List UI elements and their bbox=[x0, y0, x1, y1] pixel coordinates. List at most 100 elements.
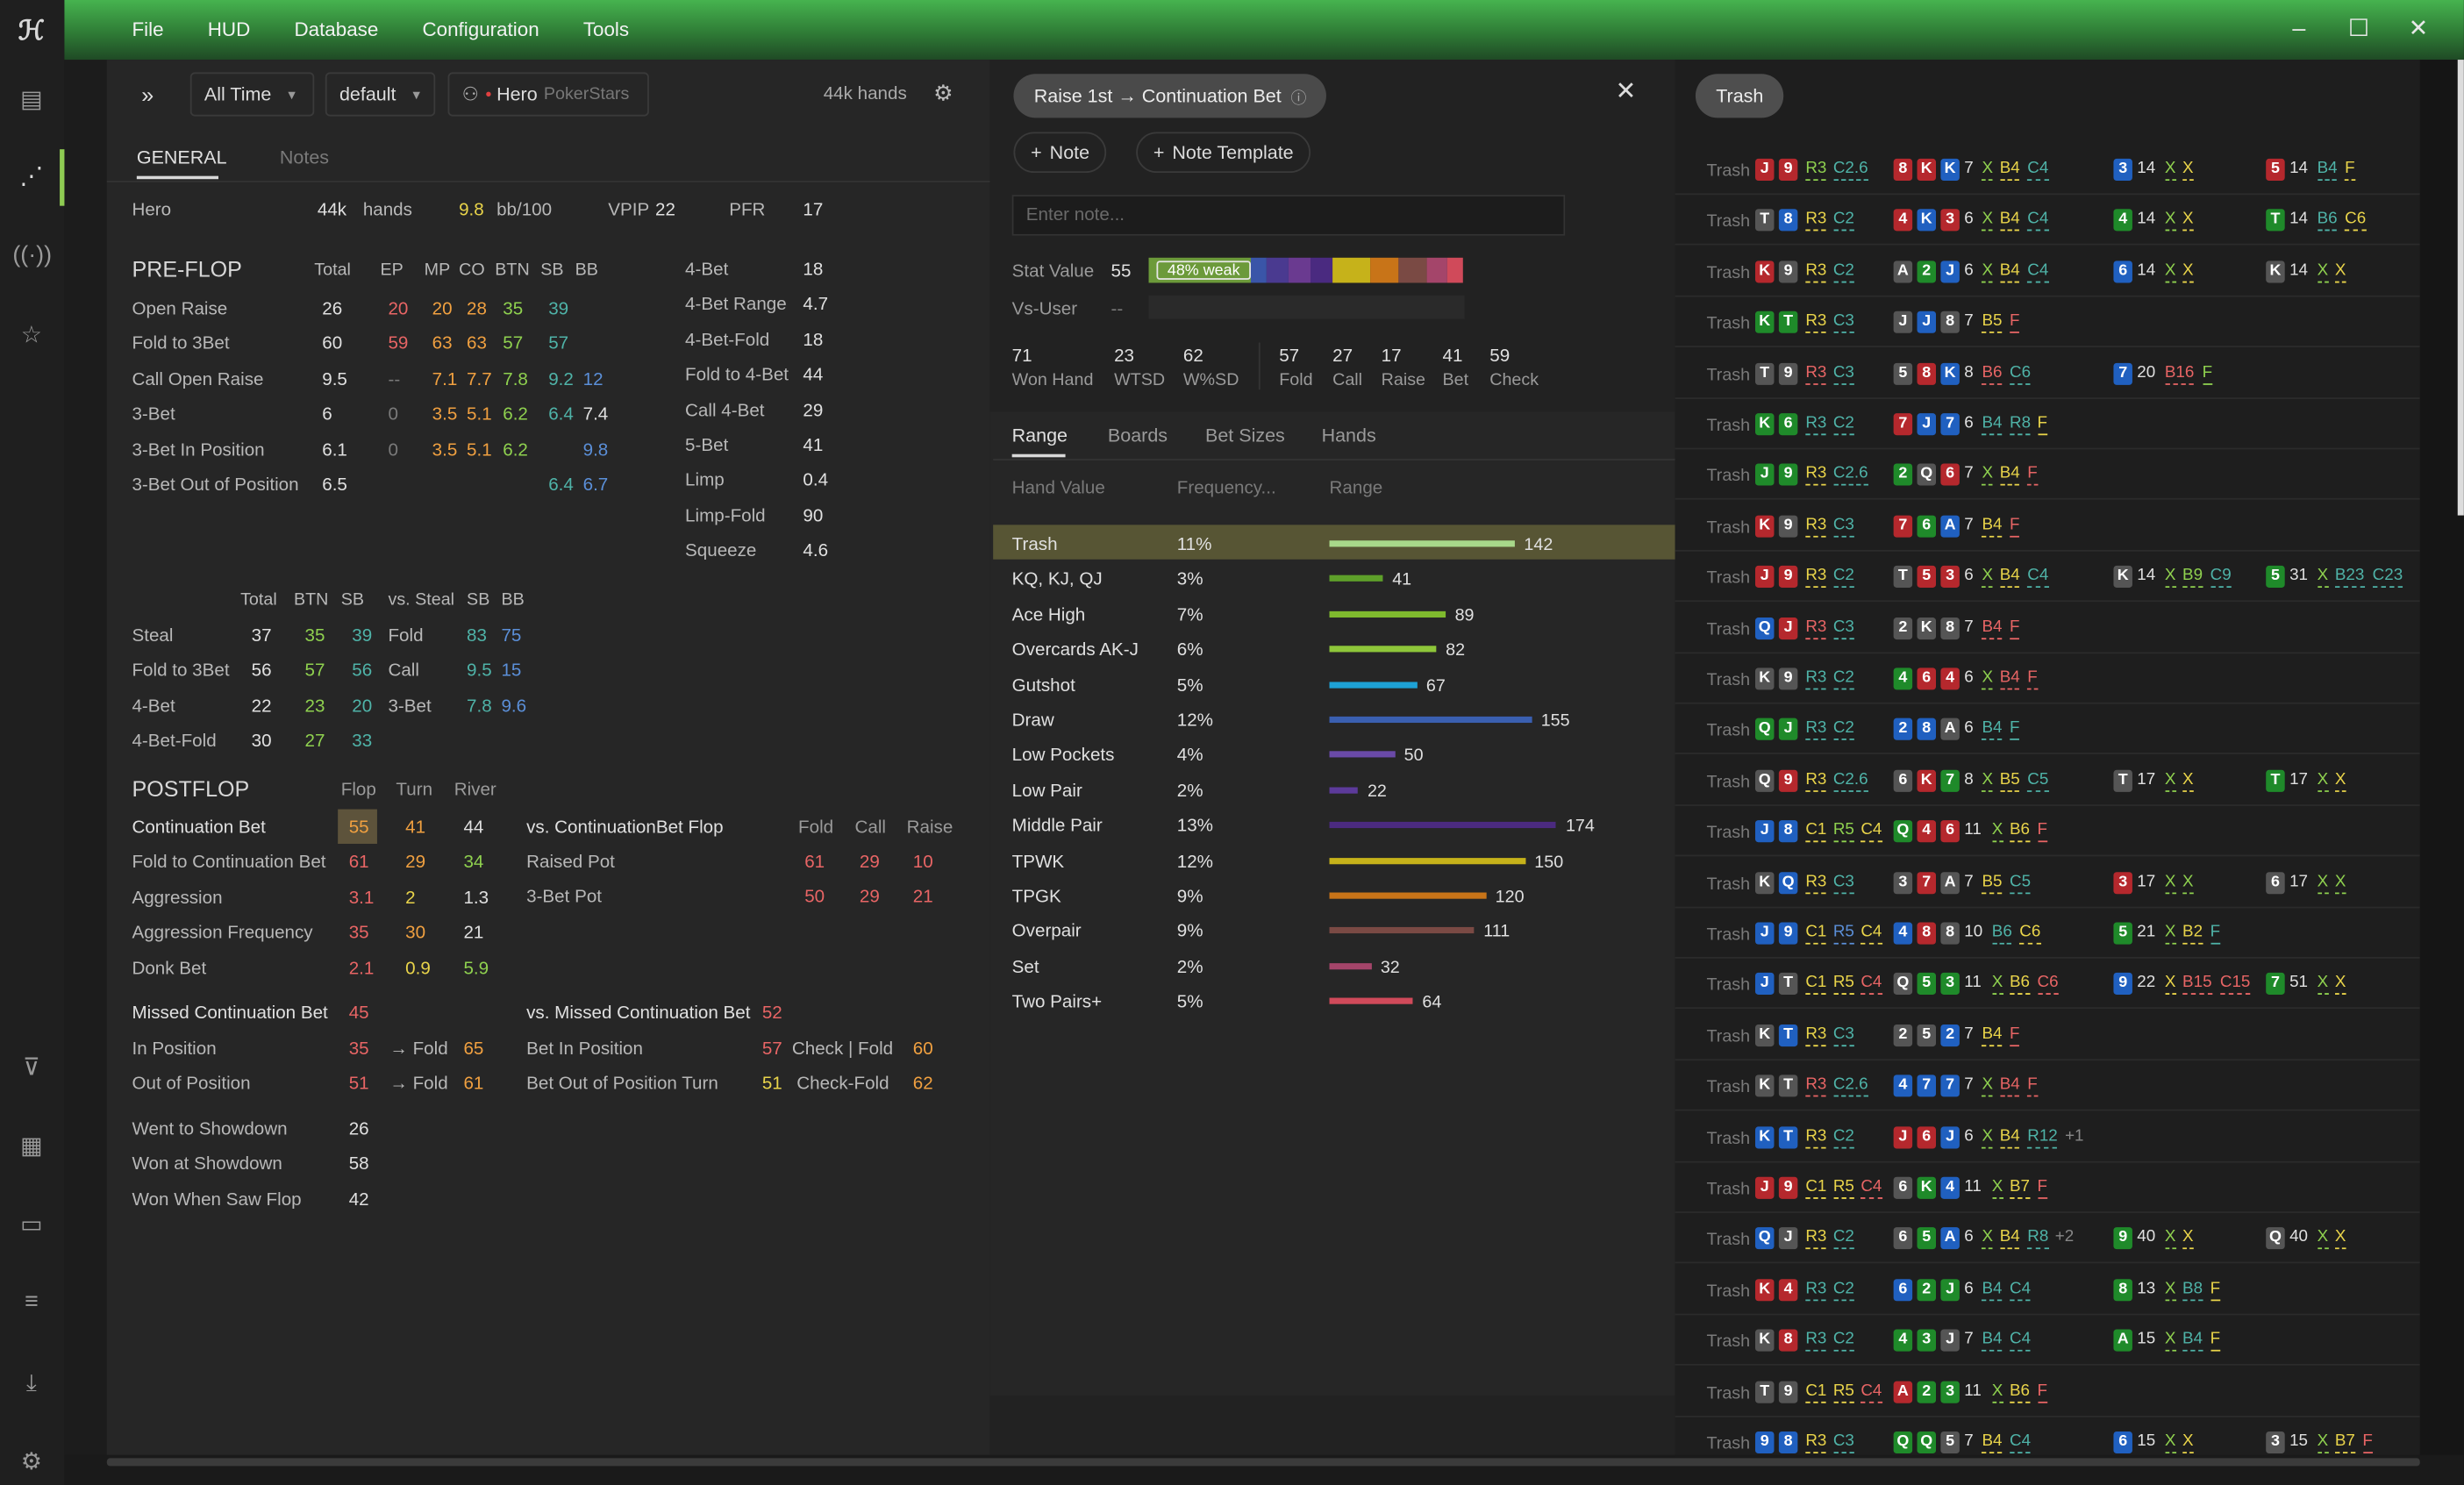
action-tag[interactable]: C2 bbox=[1832, 1330, 1854, 1352]
action-tag[interactable]: B4 bbox=[1999, 464, 2020, 487]
action-tag[interactable]: X bbox=[2182, 261, 2194, 283]
action-tag[interactable]: B4 bbox=[1982, 515, 2003, 538]
stat-label[interactable]: 4-Bet-Fold bbox=[685, 331, 770, 351]
action-tag[interactable]: X bbox=[1982, 566, 1994, 589]
stat-value[interactable]: 61 bbox=[804, 853, 825, 873]
action-tag[interactable]: C6 bbox=[2010, 362, 2032, 385]
hand-tag[interactable]: Trash bbox=[1706, 1282, 1751, 1301]
action-tag[interactable]: R3 bbox=[1805, 413, 1827, 436]
action-tag[interactable]: C4 bbox=[1860, 1177, 1882, 1199]
range-hand-label[interactable]: Ace High bbox=[1011, 606, 1086, 625]
action-tag[interactable]: R5 bbox=[1832, 1177, 1854, 1199]
action-tag[interactable]: X bbox=[1982, 261, 1994, 283]
edge-tab[interactable] bbox=[2457, 60, 2464, 516]
action-tag[interactable]: B4 bbox=[1982, 1330, 2003, 1352]
action-tag[interactable]: F bbox=[2037, 1177, 2048, 1199]
action-tag[interactable]: C5 bbox=[2027, 769, 2049, 792]
stat-value[interactable]: 23 bbox=[304, 697, 325, 717]
stat-value[interactable]: 6.7 bbox=[582, 475, 609, 496]
action-tag[interactable]: C4 bbox=[1860, 820, 1882, 843]
action-tag[interactable]: B4 bbox=[2182, 1330, 2203, 1352]
stat-value[interactable]: 63 bbox=[467, 335, 487, 354]
stat-value[interactable]: 51 bbox=[761, 1075, 782, 1095]
range-hand-label[interactable]: Set bbox=[1011, 958, 1039, 977]
action-tag[interactable]: X bbox=[2317, 566, 2329, 589]
action-tag[interactable]: X bbox=[1982, 464, 1994, 487]
action-tag[interactable]: +2 bbox=[2054, 1227, 2075, 1247]
action-tag[interactable]: C4 bbox=[2010, 1279, 2032, 1301]
action-tag[interactable]: X bbox=[2164, 1330, 2176, 1352]
stat-label[interactable]: Fold to 3Bet bbox=[132, 661, 230, 682]
action-tag[interactable]: B4 bbox=[1982, 1431, 2003, 1454]
menu-file[interactable]: File bbox=[132, 18, 164, 41]
stat-label[interactable]: Went to Showdown bbox=[132, 1120, 288, 1139]
action-tag[interactable]: B8 bbox=[2182, 1279, 2203, 1301]
layout-icon[interactable]: ▦ bbox=[20, 1132, 43, 1160]
action-tag[interactable]: R3 bbox=[1805, 1126, 1827, 1148]
action-tag[interactable]: X bbox=[2164, 1279, 2176, 1301]
action-tag[interactable]: C9 bbox=[2210, 566, 2232, 589]
action-tag[interactable]: X bbox=[2334, 974, 2346, 996]
action-tag[interactable]: B7 bbox=[2010, 1177, 2031, 1199]
range-hand-label[interactable]: KQ, KJ, QJ bbox=[1011, 570, 1103, 590]
hand-tag[interactable]: Trash bbox=[1706, 976, 1751, 996]
stat-label[interactable]: 5-Bet bbox=[685, 437, 729, 456]
action-tag[interactable]: B9 bbox=[2182, 566, 2203, 589]
stat-value[interactable]: 6.5 bbox=[322, 475, 347, 496]
action-tag[interactable]: B4 bbox=[1982, 1025, 2003, 1046]
hand-tag[interactable]: Trash bbox=[1706, 1332, 1751, 1352]
hand-tag[interactable]: Trash bbox=[1706, 161, 1751, 182]
action-tag[interactable]: X bbox=[2164, 159, 2176, 182]
stat-value[interactable]: 29 bbox=[859, 888, 880, 908]
stat-value[interactable]: 37 bbox=[251, 626, 272, 646]
action-tag[interactable]: C6 bbox=[2345, 210, 2367, 232]
action-tag[interactable]: B23 bbox=[2334, 566, 2365, 589]
action-tag[interactable]: X bbox=[1991, 974, 2003, 996]
action-tag[interactable]: B2 bbox=[2182, 923, 2203, 945]
stat-value[interactable]: 22 bbox=[251, 697, 272, 717]
graph-icon[interactable]: ⋰ bbox=[19, 163, 44, 190]
action-tag[interactable]: X bbox=[2164, 566, 2176, 589]
stat-label[interactable]: Aggression Frequency bbox=[132, 924, 313, 944]
stat-value[interactable]: 7.1 bbox=[432, 370, 458, 389]
stat-value[interactable]: 60 bbox=[912, 1039, 933, 1060]
action-tag[interactable]: C1 bbox=[1805, 974, 1827, 996]
stat-value[interactable]: 6.4 bbox=[548, 475, 574, 496]
action-tag[interactable]: X bbox=[1982, 769, 1994, 792]
action-tag[interactable]: X bbox=[1982, 210, 1994, 232]
stat-value[interactable]: 61 bbox=[348, 853, 369, 873]
action-tag[interactable]: C3 bbox=[1832, 1025, 1854, 1046]
action-tag[interactable]: R3 bbox=[1805, 1075, 1827, 1097]
hand-tag[interactable]: Trash bbox=[1706, 212, 1751, 232]
stat-value[interactable]: 27 bbox=[304, 732, 325, 752]
action-tag[interactable]: B4 bbox=[1999, 1126, 2020, 1148]
action-tag[interactable]: X bbox=[1982, 1126, 1994, 1148]
stat-value[interactable]: 0 bbox=[388, 405, 398, 425]
stat-label[interactable]: Bet Out of Position Turn bbox=[526, 1075, 718, 1095]
stat-value[interactable]: 18 bbox=[803, 261, 824, 280]
stat-label[interactable]: 4-Bet-Fold bbox=[132, 732, 217, 752]
action-tag[interactable]: C2.6 bbox=[1832, 1075, 1868, 1097]
action-tag[interactable]: R3 bbox=[1805, 210, 1827, 232]
stat-value[interactable]: 90 bbox=[803, 507, 824, 526]
stat-value[interactable]: 83 bbox=[467, 626, 487, 646]
stat-label[interactable]: 4-Bet bbox=[685, 261, 729, 280]
action-tag[interactable]: F bbox=[2027, 1075, 2038, 1097]
maximize-icon[interactable]: ☐ bbox=[2347, 15, 2369, 43]
stat-label[interactable]: Limp bbox=[685, 472, 725, 491]
database-icon[interactable]: ≡ bbox=[24, 1288, 39, 1316]
stat-label[interactable]: Won When Saw Flop bbox=[132, 1190, 302, 1210]
action-tag[interactable]: R5 bbox=[1832, 923, 1854, 945]
action-tag[interactable]: B5 bbox=[1982, 871, 2003, 894]
hand-tag[interactable]: Trash bbox=[1706, 365, 1751, 385]
action-tag[interactable]: R3 bbox=[1805, 1228, 1827, 1250]
stat-value[interactable]: 2 bbox=[405, 889, 416, 909]
action-tag[interactable]: C15 bbox=[2219, 974, 2251, 996]
hand-tag[interactable]: Trash bbox=[1706, 1231, 1751, 1250]
action-tag[interactable]: R3 bbox=[1805, 1431, 1827, 1454]
range-hand-label[interactable]: Two Pairs+ bbox=[1011, 993, 1103, 1012]
stat-label[interactable]: Call 4-Bet bbox=[685, 401, 765, 421]
action-tag[interactable]: X bbox=[2182, 210, 2194, 232]
hand-tag[interactable]: Trash bbox=[1706, 875, 1751, 894]
range-hand-label[interactable]: Gutshot bbox=[1011, 676, 1075, 696]
